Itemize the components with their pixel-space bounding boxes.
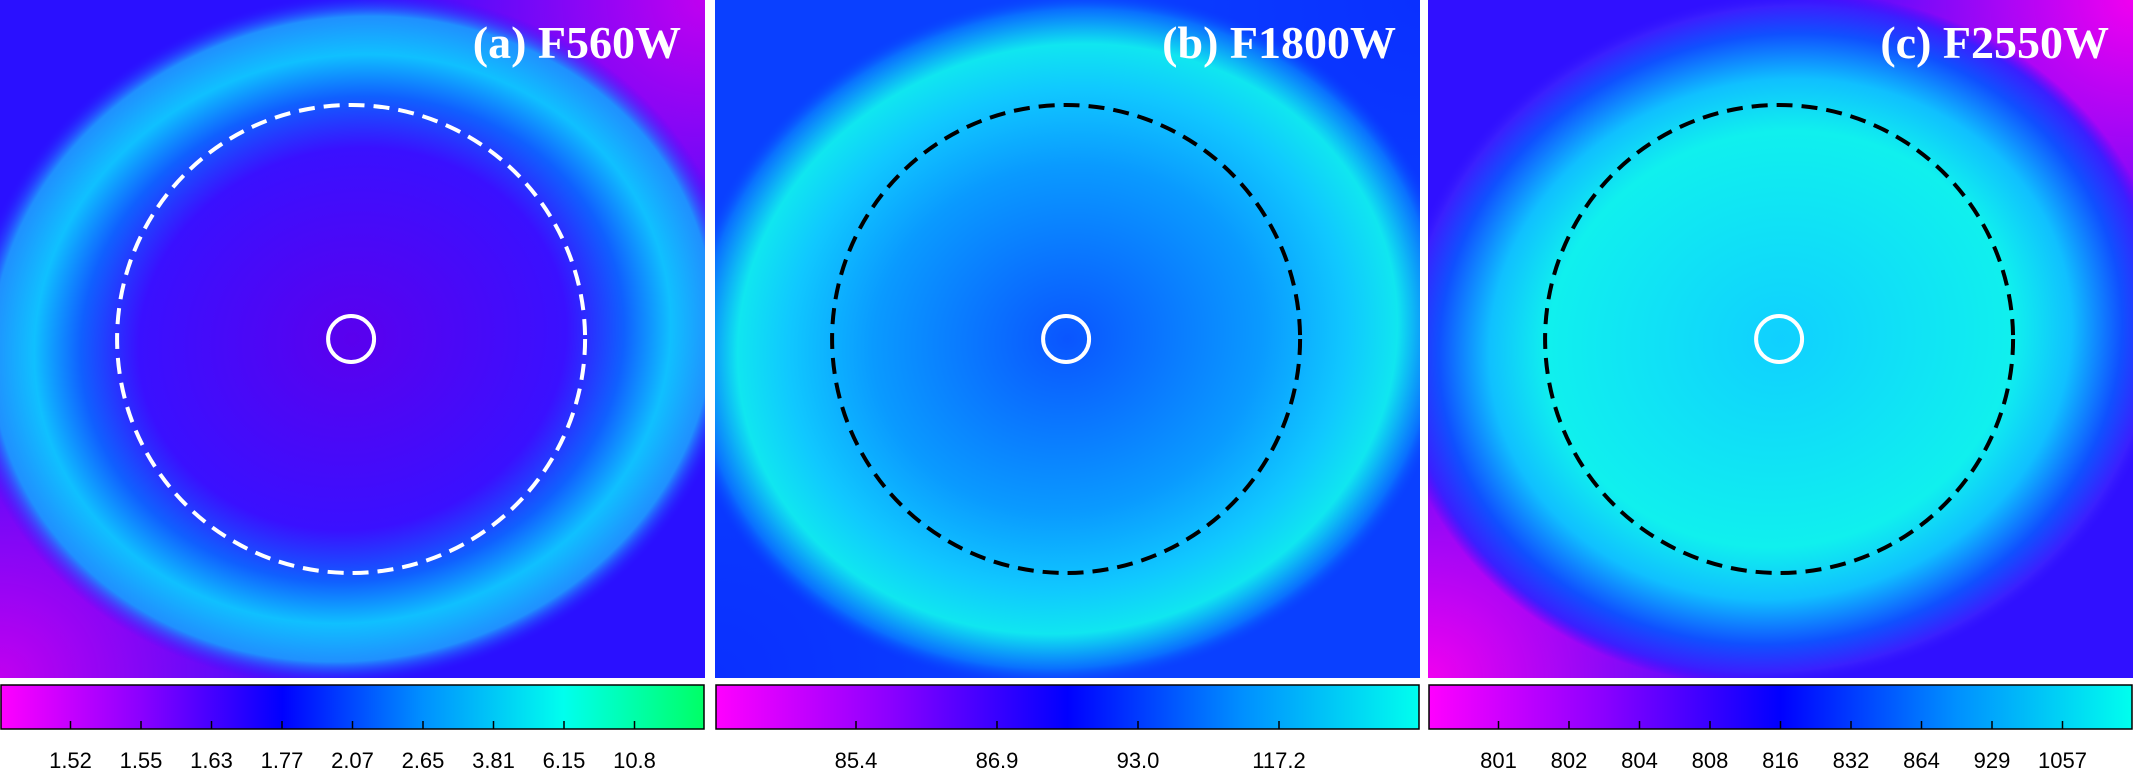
colorbar-tick-label: 1.77 xyxy=(261,748,304,773)
aperture-small xyxy=(1041,314,1092,364)
colorbar-tick-label: 1.63 xyxy=(190,748,233,773)
panel-title: (a) F560W xyxy=(473,17,681,68)
image xyxy=(1428,0,2133,678)
colorbar-tick-label: 10.8 xyxy=(613,748,656,773)
colorbar-tick-label: 117.2 xyxy=(1252,748,1305,773)
colorbar-tick-label: 816 xyxy=(1762,748,1799,773)
colorbar-tick-label: 6.15 xyxy=(543,748,586,773)
colorbar xyxy=(715,684,1420,730)
colorbar-tick-label: 1057 xyxy=(2038,748,2087,773)
nebula xyxy=(0,0,705,678)
nebula xyxy=(715,0,1420,678)
panel-title: (c) F2550W xyxy=(1880,17,2109,68)
aperture-large xyxy=(830,103,1303,575)
colorbar-tick-label: 1.52 xyxy=(49,748,92,773)
panel: (a) F560W 1.52 1.55 1.63 1.77 2.07 2.65 3.81 6.1… xyxy=(0,0,705,773)
colorbar-tick-label: 1.55 xyxy=(120,748,163,773)
colorbar-tick-label: 2.65 xyxy=(402,748,445,773)
colorbar-tick-label: 804 xyxy=(1621,748,1658,773)
aperture-large xyxy=(115,103,588,575)
colorbar-tick-label: 2.07 xyxy=(331,748,374,773)
colorbar-tick-label: 85.4 xyxy=(835,748,878,773)
colorbar-tick-label: 808 xyxy=(1692,748,1729,773)
aperture-small xyxy=(1754,314,1805,364)
image xyxy=(715,0,1420,678)
colorbar-tick-label: 802 xyxy=(1551,748,1588,773)
panel-title: (b) F1800W xyxy=(1162,17,1396,68)
colorbar-tick-label: 3.81 xyxy=(472,748,515,773)
colorbar-tick-label: 93.0 xyxy=(1117,748,1160,773)
colorbar-tick-label: 864 xyxy=(1903,748,1940,773)
image xyxy=(0,0,705,678)
colorbar-tick-label: 929 xyxy=(1974,748,2011,773)
panel: (c) F2550W 801 802 804 808 816 832 864 929 1057 xyxy=(1428,0,2133,773)
colorbar-tick-label: 86.9 xyxy=(976,748,1019,773)
colorbar-tick-label: 832 xyxy=(1833,748,1870,773)
nebula xyxy=(1428,0,2133,678)
colorbar-tick-label: 801 xyxy=(1480,748,1517,773)
panel: (b) F1800W 85.4 86.9 93.0 117.2 xyxy=(715,0,1420,773)
aperture-small xyxy=(326,314,377,364)
aperture-large xyxy=(1543,103,2016,575)
